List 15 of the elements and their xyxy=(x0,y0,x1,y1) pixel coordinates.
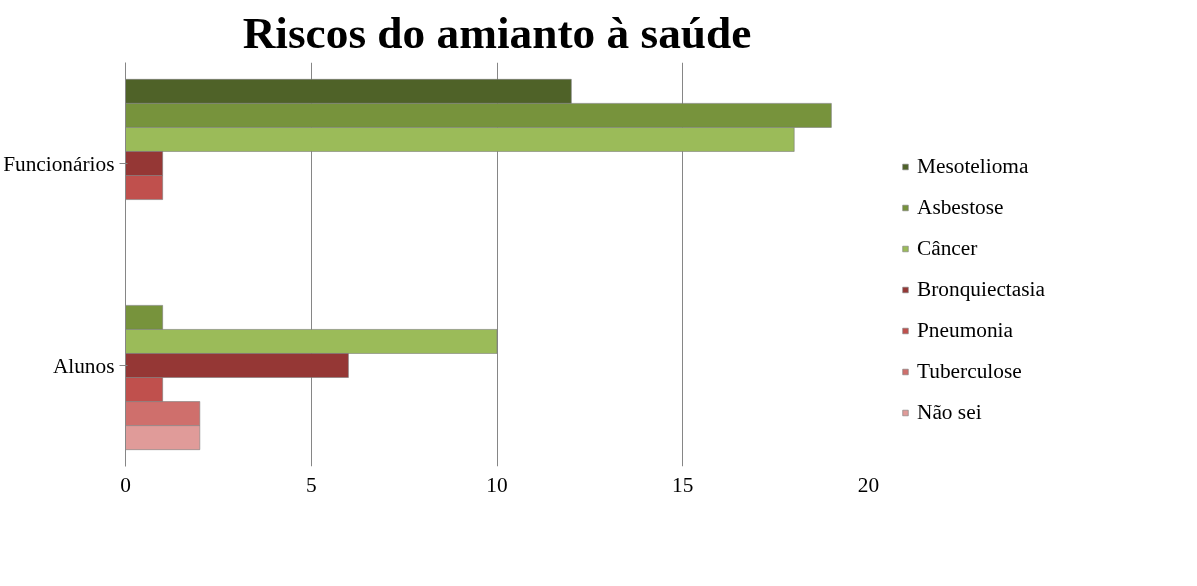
y-tick-label: Funcionários xyxy=(3,151,115,176)
x-tick-label: 20 xyxy=(857,472,880,497)
legend-label: Câncer xyxy=(917,235,978,261)
legend-label: Pneumonia xyxy=(917,317,1013,343)
y-tick-label: Alunos xyxy=(52,353,115,378)
x-tick-label: 15 xyxy=(672,472,694,497)
x-tick-label: 10 xyxy=(486,472,508,497)
legend-label: Mesotelioma xyxy=(917,153,1029,179)
legend-label: Asbestose xyxy=(917,194,1004,220)
legend-label: Bronquiectasia xyxy=(917,276,1045,302)
x-tick-label: 0 xyxy=(120,472,131,497)
legend-label: Não sei xyxy=(917,399,982,425)
x-tick-label: 5 xyxy=(305,472,317,497)
chart-title: Riscos do amianto à saúde xyxy=(242,7,752,58)
legend-label: Tuberculose xyxy=(917,358,1022,384)
